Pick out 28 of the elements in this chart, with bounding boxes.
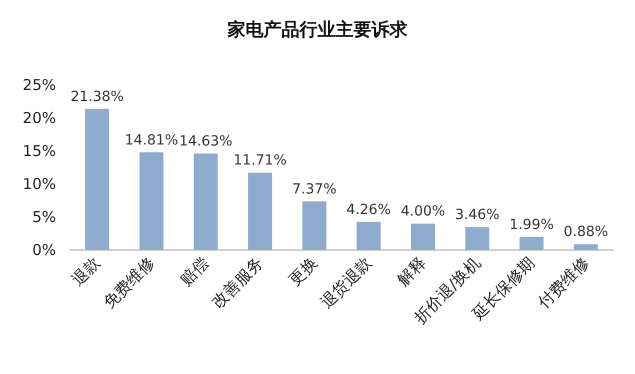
data-label: 4.00%	[400, 204, 446, 220]
x-tick-label: 解释	[394, 253, 430, 290]
data-label: 3.46%	[455, 207, 500, 224]
y-tick-label: 20%	[22, 109, 56, 127]
bar	[302, 201, 326, 250]
y-tick-label: 5%	[32, 208, 56, 226]
bar	[85, 108, 110, 250]
data-label: 0.88%	[564, 224, 608, 240]
y-tick-label: 0%	[32, 241, 56, 259]
bar	[410, 224, 435, 250]
bar	[356, 222, 381, 250]
bar	[520, 236, 544, 250]
bar	[465, 227, 490, 250]
bar	[248, 172, 272, 250]
bar	[139, 152, 164, 250]
data-label: 14.81%	[124, 132, 178, 148]
y-tick-label: 10%	[22, 175, 56, 193]
y-tick-label: 25%	[22, 76, 56, 94]
data-label: 21.38%	[70, 88, 124, 105]
bar	[194, 153, 218, 250]
chart-title: 家电产品行业主要诉求	[226, 20, 408, 40]
y-tick-label: 15%	[22, 142, 56, 160]
data-label: 1.99%	[509, 216, 554, 233]
data-label: 14.63%	[179, 133, 232, 150]
bar	[574, 244, 598, 250]
data-label: 4.26%	[346, 202, 391, 218]
data-label: 11.71%	[233, 152, 287, 169]
data-label: 7.37%	[292, 181, 337, 198]
